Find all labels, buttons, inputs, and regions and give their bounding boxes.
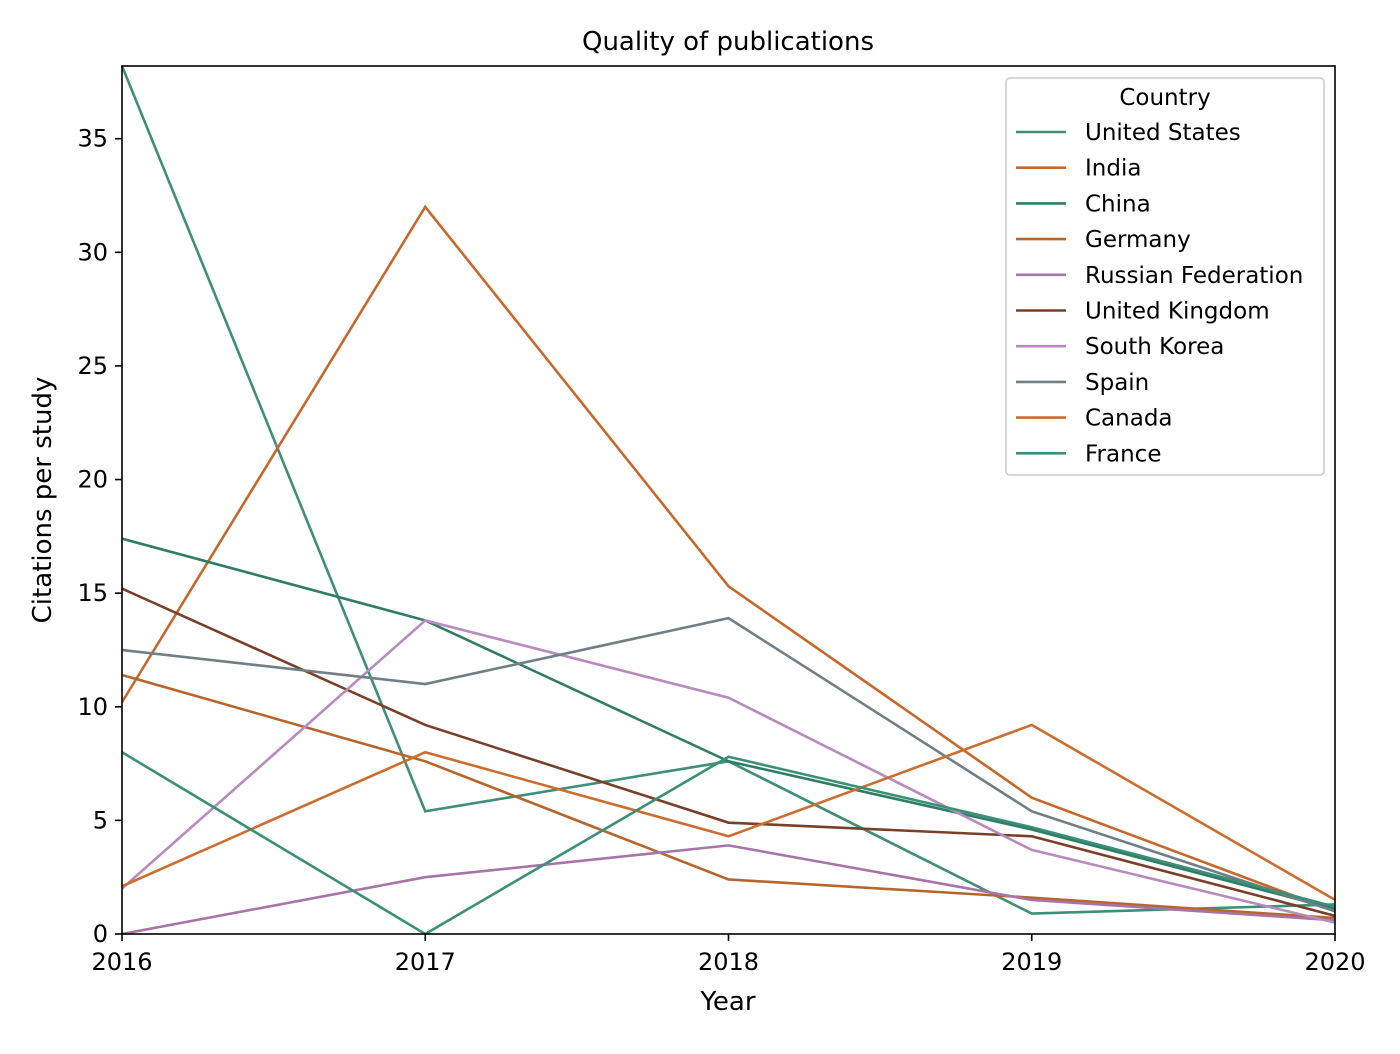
legend-label: United States: [1085, 120, 1241, 146]
y-tick-label: 5: [93, 806, 108, 834]
x-tick-label: 2017: [395, 948, 456, 976]
x-tick-label: 2016: [91, 948, 152, 976]
legend-label: Germany: [1085, 227, 1191, 253]
series-line-russian-federation: [121, 844, 1336, 936]
x-axis-label: Year: [699, 987, 755, 1017]
legend-box: [1005, 77, 1325, 476]
series-line-india: [120, 204, 1336, 913]
legend-label: Russian Federation: [1085, 263, 1303, 289]
legend-label: Canada: [1085, 406, 1173, 432]
y-tick-label: 25: [77, 352, 108, 380]
series-line-canada: [121, 723, 1336, 902]
y-tick-label: 15: [77, 579, 108, 607]
series-line-south-korea: [121, 618, 1336, 924]
x-tick-label: 2019: [1001, 948, 1062, 976]
legend-label: India: [1085, 156, 1141, 182]
legend-title: Country: [1119, 85, 1210, 111]
y-tick-label: 35: [77, 125, 108, 153]
legend-label: South Korea: [1085, 334, 1224, 360]
x-tick-label: 2018: [698, 948, 759, 976]
series-line-france: [121, 751, 1336, 936]
chart-title: Quality of publications: [582, 27, 874, 57]
y-tick-label: 30: [77, 238, 108, 266]
y-axis-label: Citations per study: [28, 377, 58, 624]
y-axis: 0 5 10 15 20 25 30 35: [77, 125, 122, 948]
legend: Country United States India China Germany Ru…: [1005, 77, 1325, 476]
legend-label: United Kingdom: [1085, 299, 1270, 325]
series-line-germany: [121, 673, 1336, 920]
y-tick-label: 20: [77, 466, 108, 494]
legend-label: China: [1085, 191, 1151, 217]
legend-label: France: [1085, 441, 1161, 467]
series-layer: [120, 65, 1336, 936]
x-tick-label: 2020: [1304, 948, 1365, 976]
series-line-united-kingdom: [121, 587, 1336, 918]
series-line-china: [121, 537, 1336, 911]
legend-entries: United States India China Germany Russian Fe…: [1016, 120, 1303, 467]
series-line-spain: [121, 616, 1336, 913]
y-tick-label: 10: [77, 693, 108, 721]
legend-label: Spain: [1085, 370, 1149, 396]
x-axis: 2016 2017 2018 2019 2020: [91, 934, 1366, 976]
y-tick-label: 0: [93, 920, 108, 948]
